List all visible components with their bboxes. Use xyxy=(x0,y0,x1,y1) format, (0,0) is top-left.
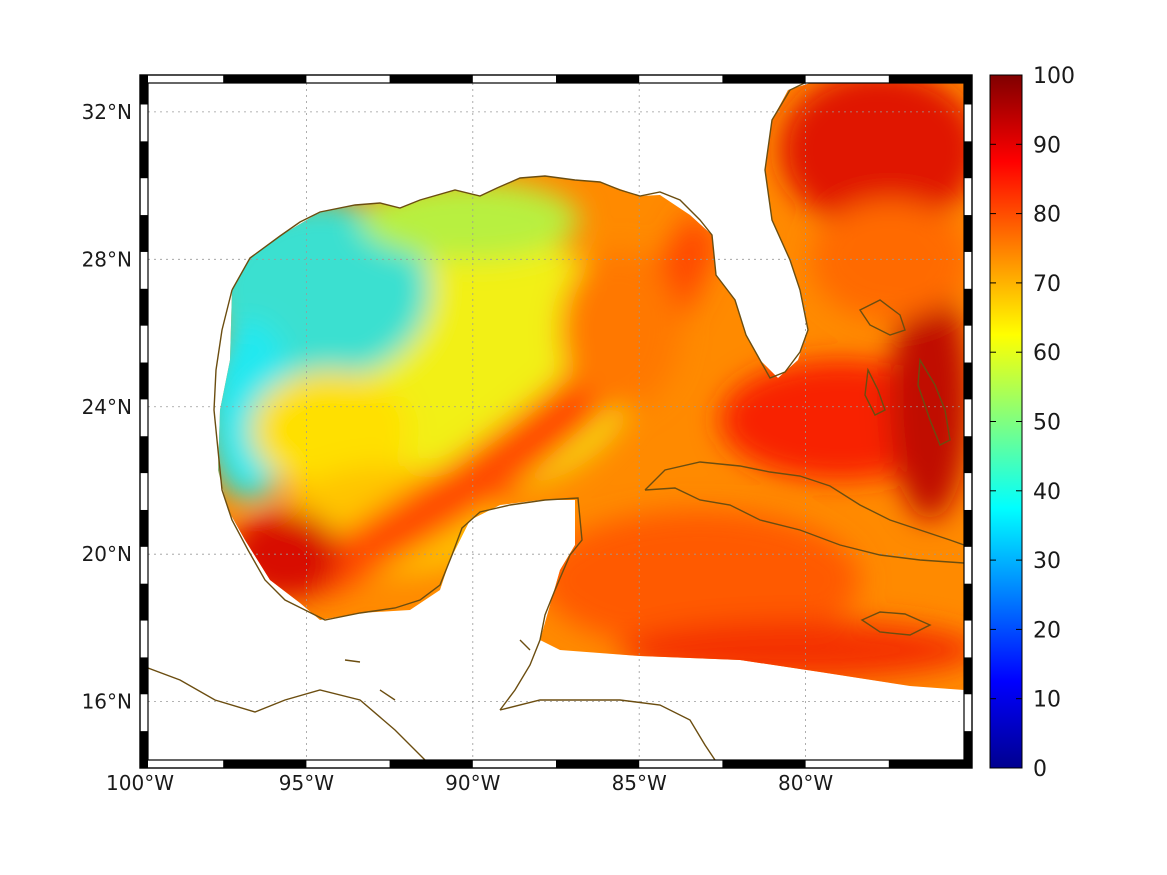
colorbar: 0 10 20 30 40 50 60 70 80 90 100 xyxy=(989,64,1075,782)
frame-seg-left xyxy=(140,436,148,474)
y-tick-labels: 16°N 20°N 24°N 28°N 32°N xyxy=(82,100,132,714)
frame-seg-right xyxy=(964,436,972,474)
frame-seg-bottom xyxy=(556,760,640,768)
coast-mexico-west xyxy=(213,289,583,711)
x-tick-label-1: 95°W xyxy=(279,771,334,795)
frame-seg-right xyxy=(964,215,972,252)
colorbar-tick-label-6: 60 xyxy=(1033,341,1061,366)
frame-seg-bottom xyxy=(389,760,473,768)
frame-seg-bottom xyxy=(223,760,307,768)
coast-bahamas-3 xyxy=(917,357,951,446)
frame-seg-top xyxy=(389,75,473,83)
coast-cuba xyxy=(644,461,964,564)
frame-seg-top xyxy=(223,75,307,83)
frame-seg-left xyxy=(140,75,148,105)
frame-seg-left xyxy=(140,583,148,621)
frame-seg-top xyxy=(722,75,806,83)
y-tick-label-1: 20°N xyxy=(82,542,132,566)
colorbar-tick-label-10: 100 xyxy=(1033,64,1075,89)
x-tick-label-2: 90°W xyxy=(445,771,500,795)
frame-seg-right xyxy=(964,141,972,179)
coast-yucatan-islands xyxy=(344,639,531,701)
colorbar-tick-label-4: 40 xyxy=(1033,480,1061,505)
x-tick-labels: 100°W 95°W 90°W 85°W 80°W xyxy=(106,771,833,795)
field-caribbean xyxy=(540,510,860,650)
coast-bahamas-2 xyxy=(864,367,886,416)
x-tick-label-3: 85°W xyxy=(612,771,667,795)
frame-seg-right xyxy=(964,731,972,768)
colorbar-tick-label-7: 70 xyxy=(1033,272,1061,297)
frame-seg-top xyxy=(888,75,972,83)
colorbar-ticks: 0 10 20 30 40 50 60 70 80 90 100 xyxy=(990,64,1075,782)
grid-lines xyxy=(139,83,964,760)
y-tick-label-2: 24°N xyxy=(82,395,132,419)
frame-seg-right xyxy=(964,288,972,326)
y-tick-label-3: 28°N xyxy=(82,247,132,271)
map-frame xyxy=(139,74,973,769)
field-gulf-east xyxy=(560,250,680,410)
frame-seg-bottom xyxy=(722,760,806,768)
colorbar-tick-label-5: 50 xyxy=(1033,411,1061,436)
coast-jamaica xyxy=(860,611,932,636)
field-north-shelf xyxy=(360,180,580,260)
field-caribbean-south xyxy=(620,620,964,680)
frame-seg-left xyxy=(140,288,148,326)
coast-central-america xyxy=(148,667,426,760)
coastlines xyxy=(148,83,964,760)
colorbar-tick-label-8: 80 xyxy=(1033,203,1061,228)
field-bahamas xyxy=(890,280,964,520)
colorbar-tick-label-1: 10 xyxy=(1033,688,1061,713)
frame-seg-left xyxy=(140,141,148,179)
x-tick-label-4: 80°W xyxy=(778,771,833,795)
frame-seg-left xyxy=(140,657,148,695)
frame-seg-right xyxy=(964,657,972,695)
field-loop-current xyxy=(300,210,720,600)
frame-seg-right xyxy=(964,362,972,400)
field-east-atl xyxy=(810,200,964,320)
coast-bahamas-1 xyxy=(858,299,906,336)
frame-seg-bottom xyxy=(888,760,972,768)
frame-seg-right xyxy=(964,509,972,547)
colorbar-tick-label-9: 90 xyxy=(1033,133,1061,158)
colorbar-tick-label-3: 30 xyxy=(1033,549,1061,574)
frame-seg-right xyxy=(964,75,972,105)
y-tick-label-0: 16°N xyxy=(82,690,132,714)
coast-honduras xyxy=(499,699,716,760)
data-field xyxy=(218,83,964,690)
frame-seg-left xyxy=(140,362,148,400)
field-campeche xyxy=(230,510,340,600)
frame-seg-left xyxy=(140,509,148,547)
frame-seg-left xyxy=(140,215,148,252)
colorbar-tick-label-0: 0 xyxy=(1033,757,1047,782)
field-mid-west xyxy=(250,370,410,490)
frame-seg-top xyxy=(556,75,640,83)
field-atlantic xyxy=(780,83,964,230)
coast-gulf-north-america xyxy=(231,83,809,379)
x-tick-label-0: 100°W xyxy=(106,771,174,795)
y-tick-label-4: 32°N xyxy=(82,100,132,124)
frame-seg-left xyxy=(140,731,148,768)
frame-seg-right xyxy=(964,583,972,621)
colorbar-tick-label-2: 20 xyxy=(1033,618,1061,643)
